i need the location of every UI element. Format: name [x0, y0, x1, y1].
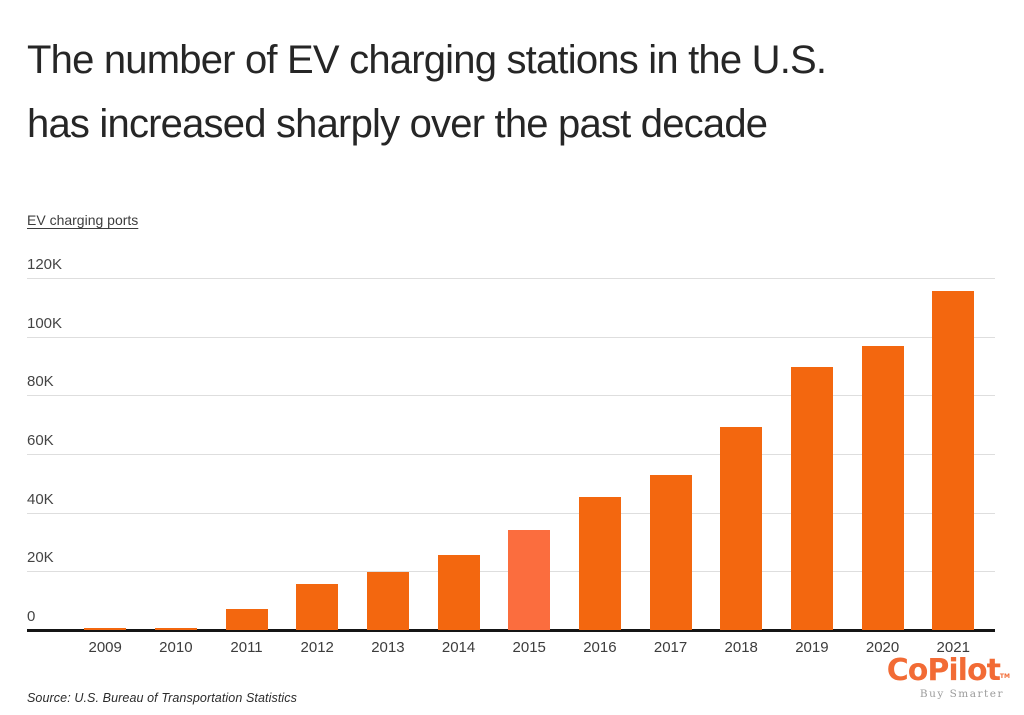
gridline-60K: [27, 454, 995, 455]
x-tick-label-2013: 2013: [371, 639, 405, 656]
x-tick-label-2009: 2009: [88, 639, 122, 656]
bar-2021: [932, 290, 975, 630]
x-tick-label-2010: 2010: [159, 639, 193, 656]
x-tick-label-2017: 2017: [653, 639, 688, 656]
y-tick-label-80K: 80K: [27, 373, 54, 391]
x-tick-label-2021: 2021: [936, 639, 970, 656]
gridline-80K: [27, 395, 995, 397]
gridline-40K: [27, 512, 995, 514]
y-tick-label-20K: 20K: [27, 549, 54, 567]
bar-2009: [84, 628, 127, 630]
y-tick-label-60K: 60K: [27, 432, 54, 449]
chart-title-line1: The number of EV charging stations in th…: [27, 38, 827, 82]
bar-2011: [225, 609, 268, 630]
gridline-120K: [27, 278, 995, 279]
x-axis-line: [27, 629, 995, 632]
y-tick-label-0: 0: [27, 608, 36, 625]
copilot-wordmark-text: CoPilot: [886, 653, 1001, 688]
y-tick-label-120K: 120K: [27, 256, 63, 273]
gridline-100K: [27, 336, 995, 338]
x-tick-label-2016: 2016: [583, 639, 617, 656]
bar-2014: [437, 554, 480, 630]
bar-2010: [154, 627, 197, 630]
chart-title: The number of EV charging stations in th…: [27, 28, 987, 156]
y-tick-label-100K: 100K: [27, 314, 63, 332]
x-tick-label-2018: 2018: [724, 639, 758, 656]
trademark-symbol: TM: [999, 673, 1010, 680]
copilot-wordmark: CoPilotTM: [887, 656, 1010, 686]
x-tick-label-2011: 2011: [230, 639, 263, 656]
copilot-logo: CoPilotTM Buy Smarter: [887, 656, 1010, 701]
bar-2018: [720, 426, 763, 630]
copilot-tagline: Buy Smarter: [919, 688, 1004, 700]
bar-2020: [861, 346, 904, 630]
x-tick-label-2014: 2014: [441, 639, 476, 656]
bar-2013: [366, 572, 409, 630]
bar-2016: [578, 497, 621, 630]
bar-2017: [649, 474, 692, 630]
y-axis-title: EV charging ports: [27, 212, 139, 228]
chart-title-line2: has increased sharply over the past deca…: [27, 102, 768, 146]
source-note: Source: U.S. Bureau of Transportation St…: [27, 691, 297, 705]
bar-2012: [296, 584, 339, 630]
x-tick-label-2015: 2015: [512, 639, 546, 656]
y-tick-label-40K: 40K: [27, 490, 54, 508]
x-tick-label-2020: 2020: [865, 639, 900, 656]
x-tick-label-2019: 2019: [795, 639, 829, 656]
x-tick-label-2012: 2012: [300, 639, 334, 656]
bar-2019: [790, 366, 833, 630]
bar-2015: [508, 530, 551, 630]
